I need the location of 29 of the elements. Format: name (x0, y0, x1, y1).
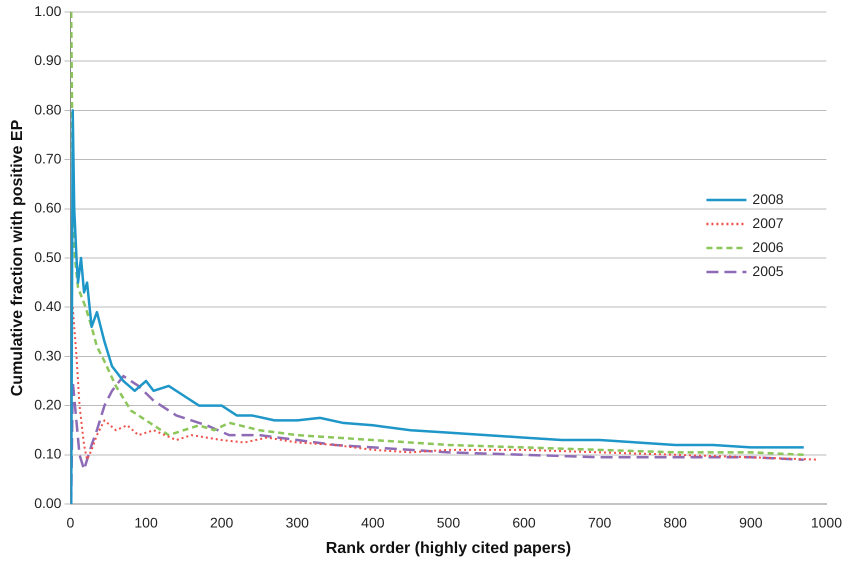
legend-label: 2008 (752, 190, 784, 207)
y-tick-label: 0.10 (34, 446, 62, 462)
line-series (70, 12, 805, 456)
x-tick-label: 1000 (810, 514, 842, 530)
x-tick-label: 900 (739, 514, 763, 530)
legend-label: 2005 (752, 262, 784, 279)
x-tick-label: 400 (361, 514, 385, 530)
y-tick-label: 0.60 (34, 200, 62, 216)
y-tick-label: 0.20 (34, 396, 62, 412)
x-tick-label: 300 (286, 514, 310, 530)
x-tick-label: 700 (588, 514, 612, 530)
legend-label: 2006 (752, 238, 784, 255)
x-axis-title: Rank order (highly cited papers) (326, 540, 572, 557)
y-tick-label: 0.40 (34, 298, 62, 314)
y-tick-label: 0.00 (34, 494, 62, 511)
legend-label: 2007 (752, 214, 784, 231)
y-axis-title: Cumulative fraction with positive EP (9, 119, 26, 396)
y-tick-label: 0.70 (34, 150, 62, 166)
y-tick-label: 1.00 (34, 2, 62, 19)
x-tick-label: 500 (436, 514, 460, 530)
y-tick-label: 0.30 (34, 347, 62, 364)
x-tick-label: 600 (512, 514, 536, 530)
x-tick-label: 0 (66, 514, 75, 530)
x-tick-label: 100 (134, 514, 158, 530)
x-tick-label: 200 (210, 514, 234, 530)
y-tick-label: 0.50 (34, 248, 62, 265)
x-tick-label: 800 (664, 514, 688, 530)
y-tick-label: 0.80 (34, 101, 62, 118)
y-tick-label: 0.90 (34, 52, 62, 68)
